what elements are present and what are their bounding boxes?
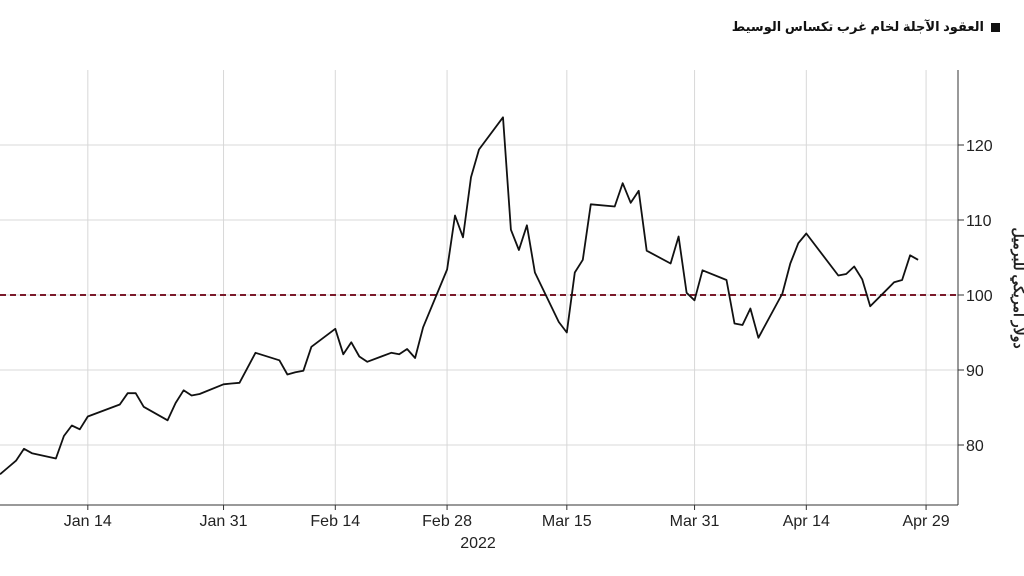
series-group: [0, 116, 919, 475]
x-tick-label: Apr 14: [783, 513, 830, 530]
x-tick-label: Mar 31: [670, 513, 720, 530]
chart-legend: العقود الآجلة لخام غرب تكساس الوسيط: [732, 19, 1000, 35]
y-tick-label: 80: [966, 438, 984, 455]
y-axis-label: دولار أمريكي للبرميل: [1010, 227, 1024, 348]
x-tick-label: Jan 31: [200, 513, 248, 530]
legend-label: العقود الآجلة لخام غرب تكساس الوسيط: [731, 19, 984, 34]
y-tick-label: 100: [966, 288, 993, 305]
grid-lines: [0, 70, 958, 505]
y-tick-label: 90: [966, 363, 984, 380]
axes-group: 80 90 100 110 120 Jan 14 Jan 31 Feb 14 Feb 28 Mar…: [0, 70, 993, 530]
x-tick-label: Jan 14: [64, 513, 112, 530]
x-tick-label: Mar 15: [542, 513, 592, 530]
y-tick-label: 120: [966, 138, 993, 155]
x-axis-label: 2022: [460, 535, 496, 552]
y-tick-label: 110: [966, 213, 992, 230]
legend-swatch: [991, 22, 1000, 32]
x-tick-label: Feb 28: [422, 513, 472, 530]
x-tick-label: Apr 29: [902, 513, 949, 530]
x-tick-label: Feb 14: [310, 513, 360, 530]
series-line: [0, 116, 919, 475]
